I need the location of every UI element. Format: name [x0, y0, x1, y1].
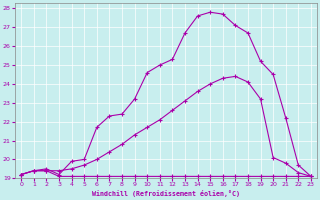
X-axis label: Windchill (Refroidissement éolien,°C): Windchill (Refroidissement éolien,°C)	[92, 190, 240, 197]
